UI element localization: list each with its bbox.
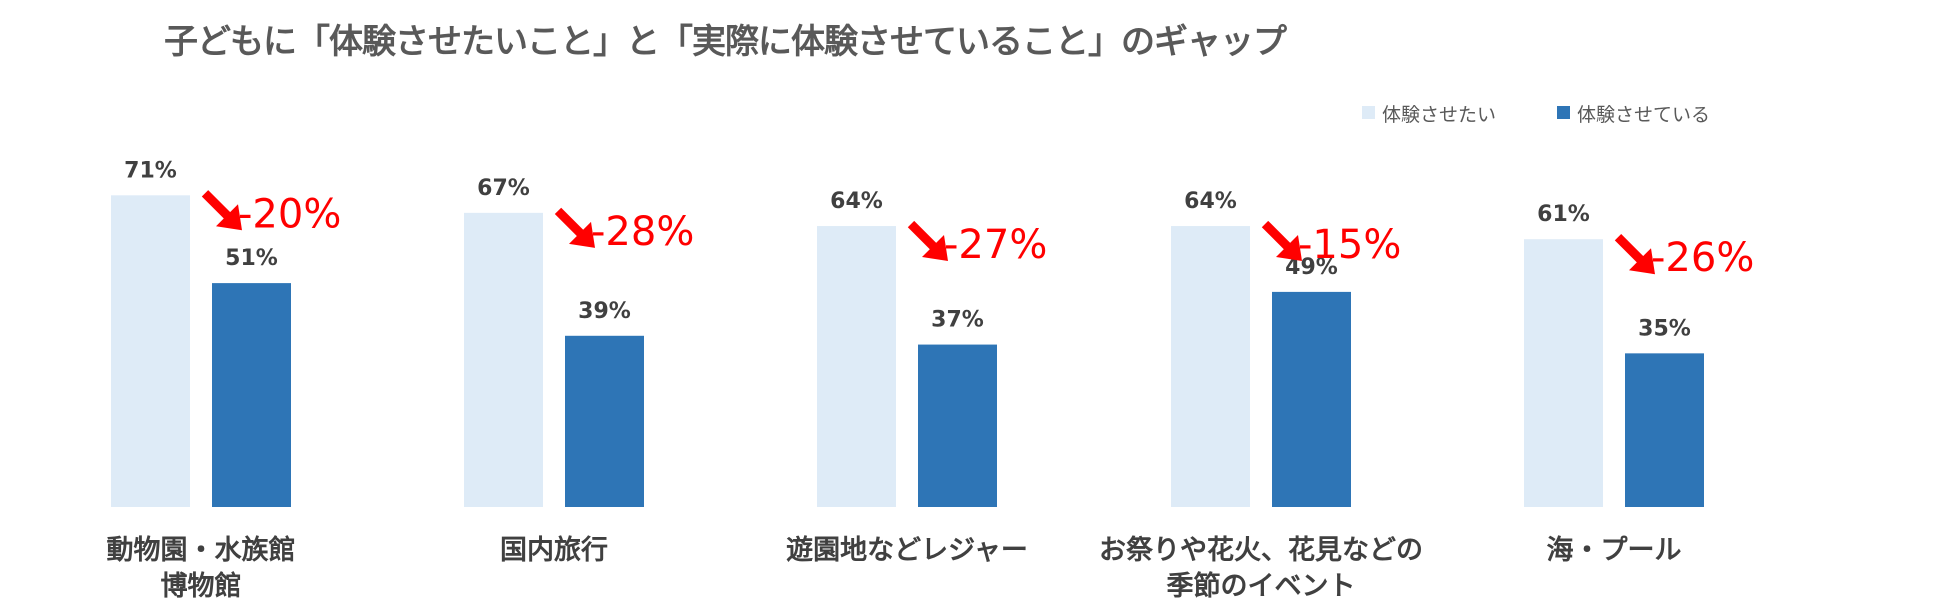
- bar-want-0: [111, 195, 190, 507]
- difference-label-3: -15%: [1298, 222, 1401, 268]
- bar-actual-1: [565, 335, 644, 507]
- value-label-want-2: 64%: [830, 189, 883, 214]
- bar-actual-3: [1272, 291, 1351, 507]
- down-arrow-icon-4: [1614, 234, 1655, 275]
- value-label-actual-2: 37%: [931, 308, 984, 333]
- down-arrow-icon-1: [554, 207, 595, 248]
- bar-want-4: [1524, 239, 1603, 507]
- bar-want-1: [464, 212, 543, 507]
- down-arrow-icon-2: [907, 220, 948, 262]
- value-label-want-0: 71%: [124, 158, 177, 183]
- category-label-3-0: お祭りや花火、花見などの: [1099, 534, 1423, 566]
- value-label-actual-0: 51%: [225, 246, 278, 271]
- category-label-4-0: 海・プール: [1547, 535, 1682, 566]
- legend-label-0: 体験させたい: [1382, 104, 1496, 126]
- legend-label-1: 体験させている: [1577, 104, 1710, 126]
- value-label-want-4: 61%: [1537, 202, 1590, 227]
- category-label-3-1: 季節のイベント: [1167, 570, 1356, 602]
- value-label-want-3: 64%: [1184, 189, 1237, 214]
- difference-label-2: -27%: [944, 222, 1047, 268]
- chart-title: 子どもに「体験させたいこと」と「実際に体験させていること」のギャップ: [164, 22, 1287, 62]
- legend: 体験させたい 体験させている: [1362, 104, 1710, 126]
- difference-label-1: -28%: [591, 209, 694, 255]
- bar-actual-0: [212, 283, 291, 507]
- category-label-0-0: 動物園・水族館: [107, 534, 296, 566]
- down-arrow-icon-3: [1261, 220, 1302, 262]
- category-label-0-1: 博物館: [161, 570, 242, 602]
- legend-swatch-1: [1557, 106, 1570, 119]
- category-label-2-0: 遊園地などレジャー: [786, 535, 1028, 566]
- difference-label-0: -20%: [238, 191, 341, 237]
- bar-actual-2: [918, 344, 997, 507]
- bar-actual-4: [1625, 353, 1704, 507]
- value-label-want-1: 67%: [477, 176, 530, 201]
- difference-label-4: -26%: [1651, 235, 1754, 281]
- category-label-1-0: 国内旅行: [500, 534, 608, 566]
- value-label-actual-1: 39%: [578, 299, 631, 324]
- bar-want-2: [817, 226, 896, 508]
- down-arrow-icon-0: [201, 190, 242, 231]
- bar-want-3: [1171, 226, 1250, 508]
- legend-swatch-0: [1362, 106, 1375, 119]
- value-label-actual-4: 35%: [1638, 316, 1691, 341]
- bars-layer: [111, 195, 1704, 508]
